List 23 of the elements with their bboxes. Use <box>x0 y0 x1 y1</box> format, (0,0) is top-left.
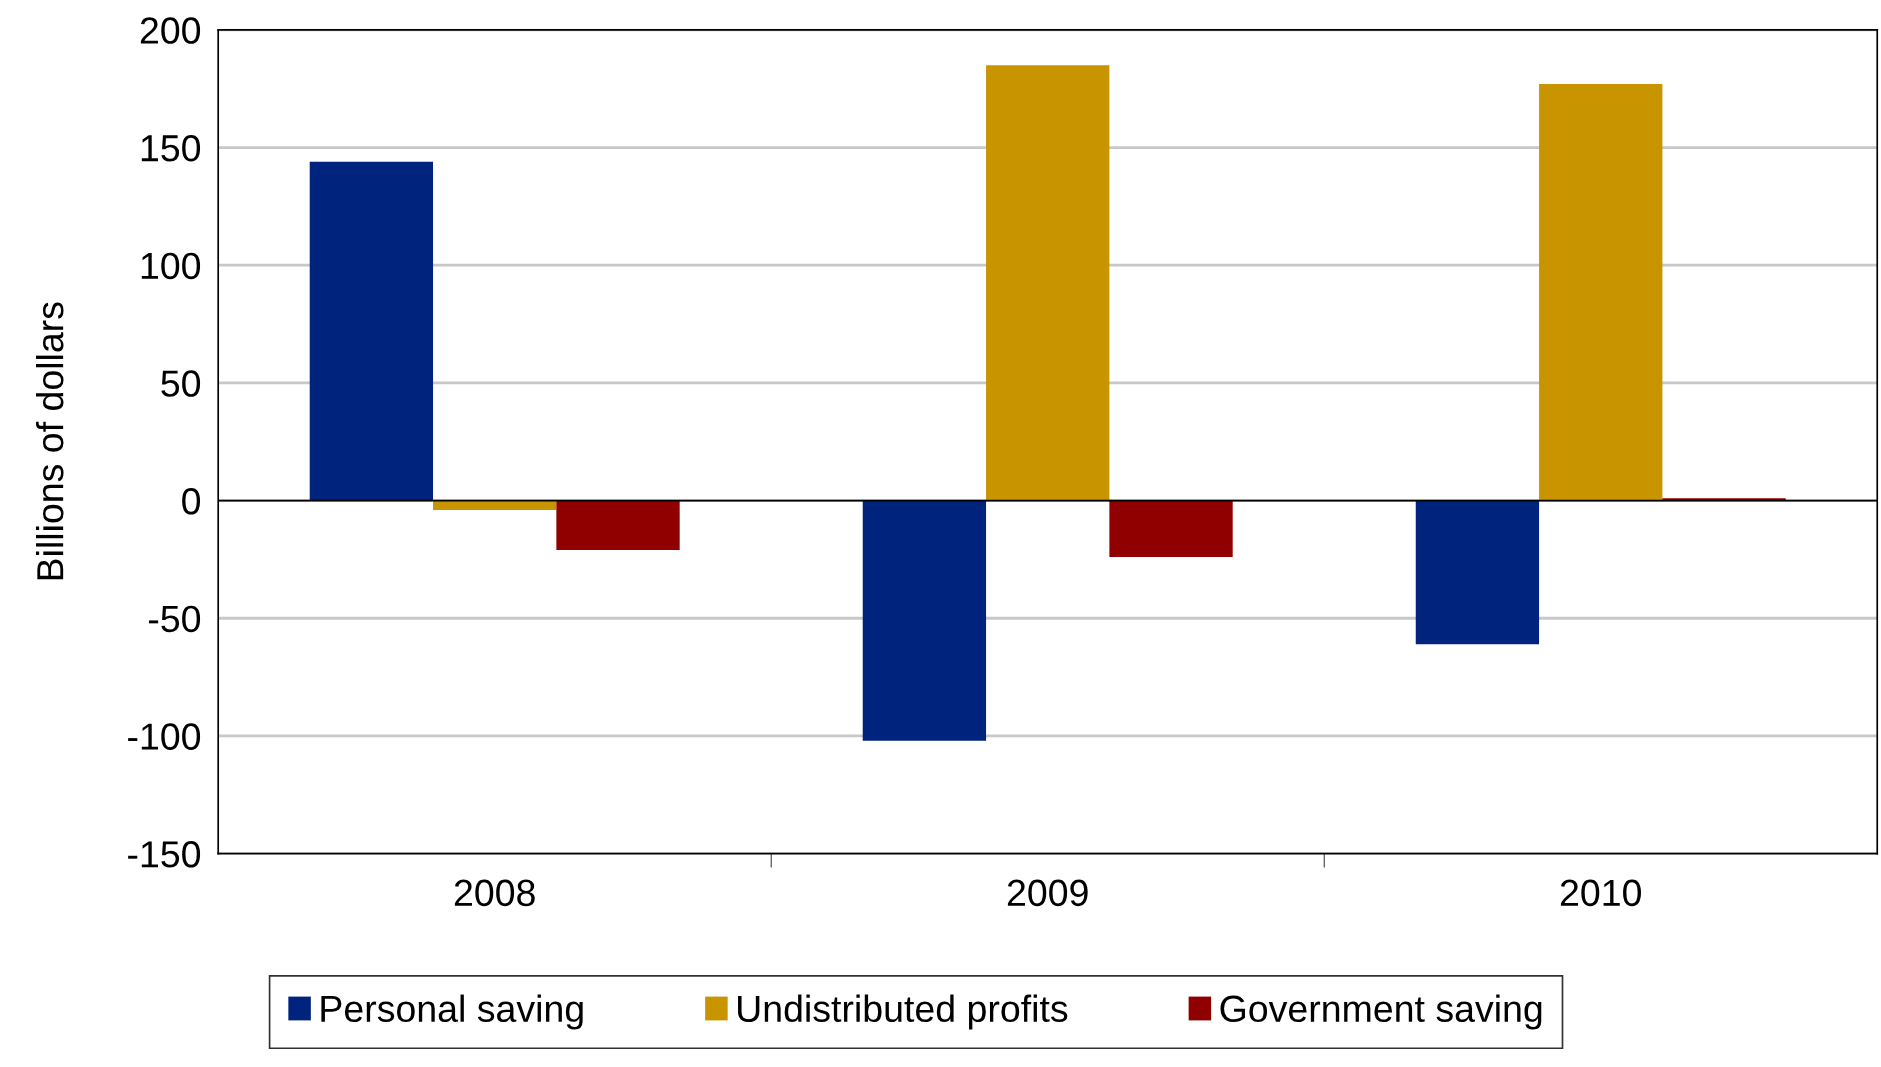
bar <box>862 500 987 741</box>
y-tick-label: 0 <box>182 487 201 515</box>
bar <box>1109 500 1233 558</box>
legend-label: Undistributed profits <box>738 994 1068 1030</box>
bar <box>309 161 434 501</box>
y-tick-label: 150 <box>141 134 201 162</box>
y-tick-label: 100 <box>141 252 201 280</box>
x-tick-label: 2010 <box>1560 879 1641 907</box>
bar <box>433 500 557 510</box>
y-tick-label: 200 <box>140 17 201 44</box>
bar <box>986 65 1110 501</box>
legend-label: Government saving <box>1220 994 1542 1030</box>
y-tick-label: 50 <box>161 370 201 397</box>
y-tick-label: -100 <box>128 723 201 750</box>
x-tick-label: 2008 <box>454 879 535 907</box>
bar <box>556 500 680 550</box>
legend-label: Personal saving <box>321 994 583 1030</box>
y-tick-label: -150 <box>128 841 201 868</box>
y-tick-label: -50 <box>149 605 201 633</box>
bar <box>1539 84 1663 501</box>
bar <box>1415 500 1540 645</box>
y-axis-title: Billions of dollars <box>35 302 64 580</box>
x-tick-label: 2009 <box>1007 879 1088 907</box>
